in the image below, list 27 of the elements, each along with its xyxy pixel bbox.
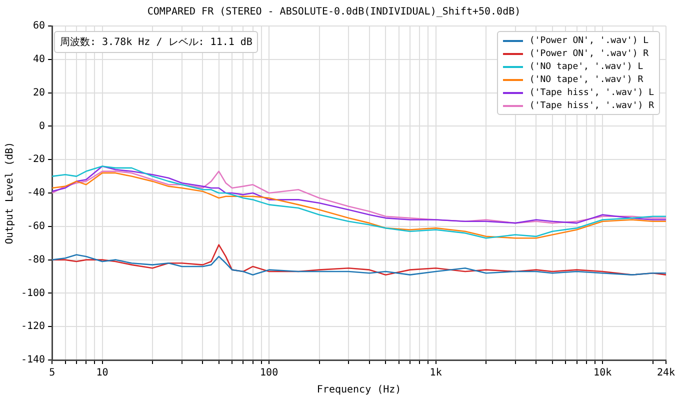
x-tick-label: 100 (260, 368, 278, 379)
legend-label: ('Tape hiss', '.wav') R (529, 100, 654, 110)
x-tick-label: 10k (594, 368, 612, 379)
y-tick-label: 20 (33, 87, 46, 98)
legend-label: ('Power ON', '.wav') L (529, 36, 649, 46)
y-tick-label: 40 (33, 54, 46, 65)
x-tick-label: 24k (656, 368, 676, 379)
x-axis-title: Frequency (Hz) (316, 384, 402, 396)
x-tick-label: 10 (96, 368, 108, 379)
y-tick-label: -80 (27, 254, 46, 266)
y-tick-label: 60 (33, 20, 46, 32)
x-tick-label: 1k (430, 368, 442, 379)
legend-label: ('NO tape', '.wav') R (529, 74, 644, 84)
y-tick-label: -140 (20, 354, 46, 366)
legend-label: ('Power ON', '.wav') R (529, 48, 649, 58)
y-tick-label: -100 (20, 288, 46, 299)
chart-title: COMPARED FR (STEREO - ABSOLUTE-0.0dB(INDIVIDUAL)_Shift+50.0dB) (147, 6, 521, 18)
y-axis-title: Output Level (dB) (4, 142, 16, 244)
y-tick-label: -20 (27, 154, 46, 166)
annotation: 周波数: 3.78k Hz / レベル: 11.1 dB (54, 31, 258, 53)
y-tick-label: -120 (20, 321, 46, 332)
y-tick-label: -60 (27, 220, 46, 232)
x-tick-label: 5 (49, 368, 56, 379)
legend-label: ('NO tape', '.wav') L (529, 62, 644, 72)
legend-label: ('Tape hiss', '.wav') L (529, 88, 654, 98)
y-tick-label: 0 (39, 120, 46, 132)
y-tick-label: -40 (27, 188, 46, 199)
